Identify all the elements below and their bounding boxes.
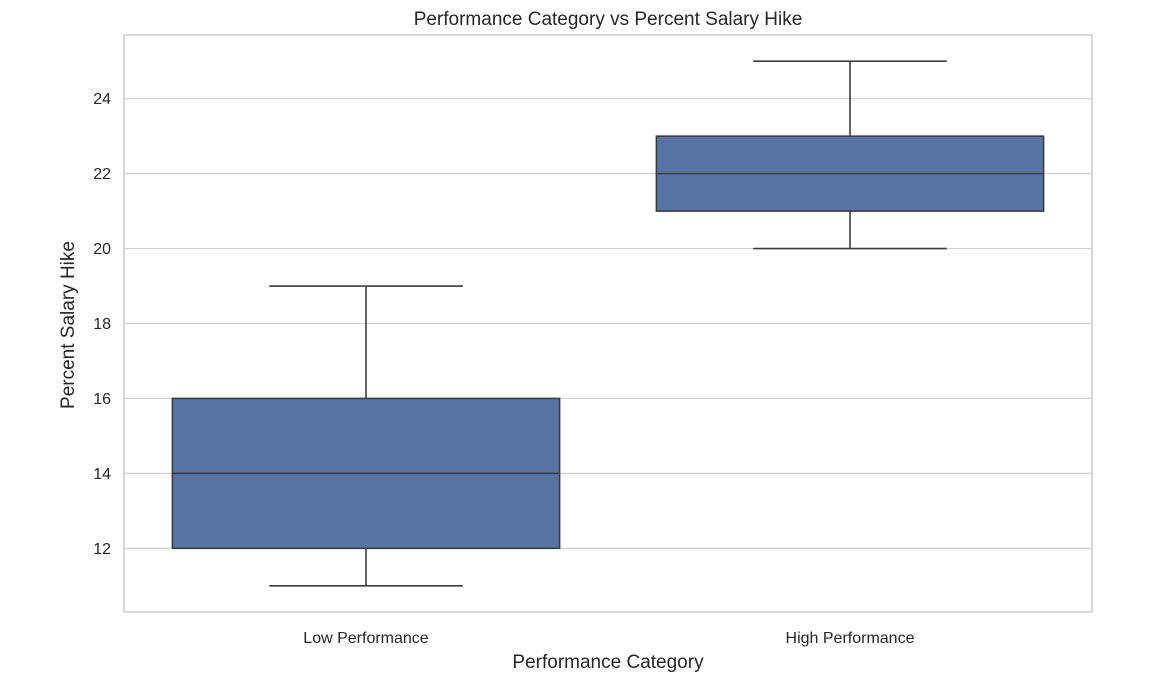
- plot-frame: [123, 34, 1093, 613]
- x-tick-label: High Performance: [786, 630, 915, 647]
- y-tick-label: 18: [93, 316, 111, 333]
- y-tick-label: 24: [93, 91, 111, 108]
- y-tick-labels: 12 14 16 18 20 22 24: [93, 91, 111, 558]
- y-tick-label: 22: [93, 166, 111, 183]
- y-tick-label: 12: [93, 541, 111, 558]
- box-high-performance: [655, 60, 1045, 250]
- y-axis-title: Percent Salary Hike: [58, 241, 79, 409]
- box-low-performance: [171, 285, 561, 587]
- y-tick-label: 16: [93, 391, 111, 408]
- chart-title: Performance Category vs Percent Salary H…: [414, 9, 803, 30]
- x-tick-label: Low Performance: [303, 630, 428, 647]
- x-axis-title: Performance Category: [512, 652, 704, 673]
- y-tick-label: 14: [93, 466, 111, 483]
- y-tick-label: 20: [93, 241, 111, 258]
- boxes: [171, 60, 1045, 587]
- x-tick-labels: Low Performance High Performance: [303, 630, 914, 647]
